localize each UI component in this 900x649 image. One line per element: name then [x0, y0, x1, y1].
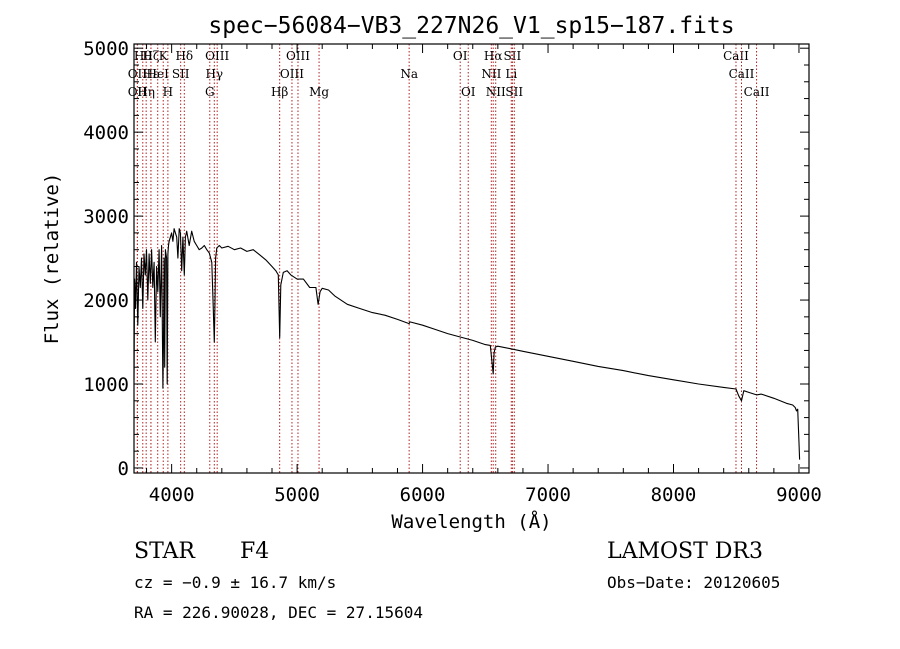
line-marker-label: Hε — [143, 67, 160, 81]
y-tick-label: 4000 — [83, 122, 129, 144]
line-marker-label: NII — [481, 67, 501, 81]
line-marker-label: G — [205, 85, 215, 99]
line-marker-label: SII — [505, 85, 523, 99]
line-marker-label: Hβ — [271, 85, 288, 99]
y-tick-label: 1000 — [83, 374, 129, 396]
line-marker-label: H — [163, 85, 173, 99]
line-marker-label: Mg — [309, 85, 329, 99]
y-tick-label: 2000 — [83, 290, 129, 312]
line-marker-label: Na — [400, 67, 418, 81]
object-class: STAR — [134, 539, 195, 564]
line-marker-label: Hθ — [134, 49, 152, 63]
y-axis-label: Flux (relative) — [41, 173, 63, 345]
x-axis-label: Wavelength (Å) — [391, 510, 551, 533]
y-tick-label: 0 — [118, 458, 129, 480]
line-marker-label: Hζ — [142, 49, 159, 63]
line-marker-label: OII — [128, 67, 148, 81]
line-marker-label: Hδ — [175, 49, 193, 63]
sky-coordinates: RA = 226.90028, DEC = 27.15604 — [134, 603, 423, 622]
line-marker-label: Hα — [484, 49, 503, 63]
y-tick-label: 5000 — [83, 38, 129, 60]
line-marker-label: OI — [453, 49, 468, 63]
line-marker-label: CaII — [744, 85, 770, 99]
plot-frame — [133, 43, 810, 474]
line-marker-label: SII — [172, 67, 190, 81]
line-marker-label: Hγ — [205, 67, 223, 81]
line-marker-label: CaII — [723, 49, 749, 63]
survey-name: LAMOST DR3 — [607, 539, 763, 564]
line-marker-label: HeI — [147, 67, 170, 81]
x-tick-label: 9000 — [776, 484, 822, 506]
redshift-value: cz = −0.9 ± 16.7 km/s — [134, 573, 337, 592]
x-tick-label: 4000 — [149, 484, 195, 506]
x-tick-label: 7000 — [525, 484, 571, 506]
line-marker-label: NII — [486, 85, 506, 99]
x-tick-label: 6000 — [400, 484, 446, 506]
y-tick-label: 3000 — [83, 206, 129, 228]
line-marker-label: OII — [128, 85, 148, 99]
line-marker-label: CaII — [729, 67, 755, 81]
observation-date: Obs−Date: 20120605 — [607, 573, 781, 592]
line-marker-label: OIII — [286, 49, 310, 63]
x-tick-label: 5000 — [274, 484, 320, 506]
chart-title: spec−56084−VB3_227N26_V1_sp15−187.fits — [208, 13, 734, 39]
spectrum-line — [133, 228, 801, 460]
line-marker-label: K — [159, 49, 169, 63]
line-marker-label: SII — [504, 49, 522, 63]
line-marker-label: OIII — [205, 49, 229, 63]
line-marker-label: Hη — [137, 85, 155, 99]
line-marker-label: Li — [505, 67, 517, 81]
line-marker-label: OI — [461, 85, 476, 99]
line-marker-label: OIII — [280, 67, 304, 81]
object-subclass: F4 — [240, 539, 270, 564]
x-tick-label: 8000 — [651, 484, 697, 506]
